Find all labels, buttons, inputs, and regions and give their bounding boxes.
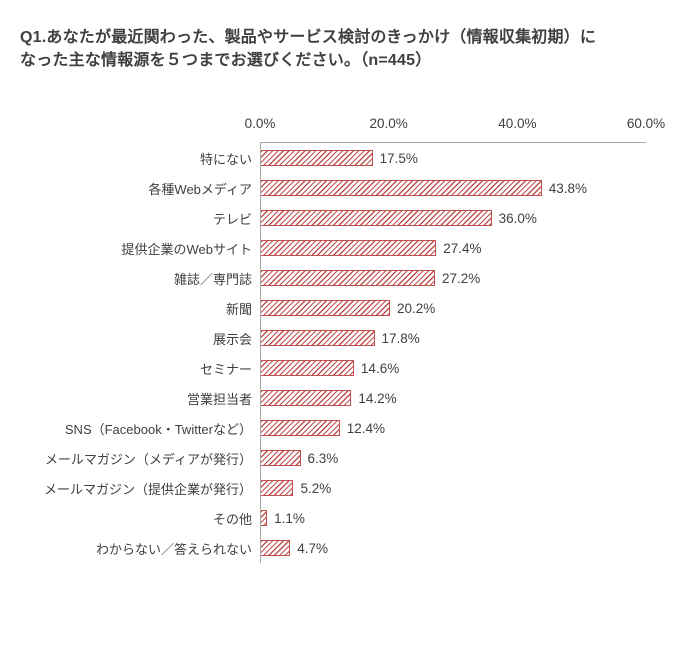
plot-area: 12.4% bbox=[260, 420, 646, 437]
bar bbox=[260, 480, 294, 497]
category-label: 営業担当者 bbox=[186, 391, 252, 407]
plot-area: 1.1% bbox=[260, 510, 646, 527]
x-axis-line bbox=[260, 142, 646, 144]
bar bbox=[260, 180, 542, 197]
chart-row: 展示会 17.8% bbox=[20, 323, 646, 353]
value-label: 12.4% bbox=[346, 420, 386, 436]
chart-row: SNS（Facebook・Twitterなど） 12.4% bbox=[20, 413, 646, 443]
category-label: 新聞 bbox=[225, 301, 252, 317]
category-label: 展示会 bbox=[212, 331, 252, 347]
value-label: 27.2% bbox=[441, 270, 481, 286]
value-label: 36.0% bbox=[498, 210, 537, 226]
chart-row: その他 1.1% bbox=[20, 503, 646, 533]
bar bbox=[260, 510, 268, 527]
plot-area: 27.4% bbox=[260, 240, 646, 257]
chart-title-line2: なった主な情報源を５つまでお選びください。（n=445） bbox=[20, 52, 432, 70]
plot-area: 43.8% bbox=[260, 180, 646, 197]
category-label: 各種Webメディア bbox=[148, 181, 252, 197]
plot-area: 6.3% bbox=[260, 450, 646, 467]
value-label: 5.2% bbox=[300, 480, 332, 496]
bar bbox=[260, 300, 390, 317]
plot-area: 14.6% bbox=[260, 360, 646, 377]
value-label: 4.7% bbox=[297, 540, 329, 556]
category-label: セミナー bbox=[199, 361, 252, 377]
bar-chart: 0.0% 20.0% 40.0% 60.0% 特にない 17.5% 各種Webメディア 43… bbox=[20, 116, 680, 564]
chart-row: セミナー 14.6% bbox=[20, 353, 646, 383]
plot-area: 20.2% bbox=[260, 300, 646, 317]
chart-row: 特にない 17.5% bbox=[20, 143, 646, 173]
value-label: 14.6% bbox=[360, 360, 400, 376]
category-label: メールマガジン（提供企業が発行） bbox=[43, 481, 252, 497]
bar bbox=[260, 360, 354, 377]
chart-row: テレビ 36.0% bbox=[20, 203, 646, 233]
chart-row: 提供企業のWebサイト 27.4% bbox=[20, 233, 646, 263]
y-axis-line bbox=[260, 143, 261, 564]
bar bbox=[260, 240, 437, 257]
category-label: メールマガジン（メディアが発行） bbox=[44, 451, 252, 467]
bar bbox=[260, 210, 492, 227]
chart-row: 各種Webメディア 43.8% bbox=[20, 173, 646, 203]
category-label: テレビ bbox=[212, 211, 252, 227]
plot-area: 17.5% bbox=[260, 150, 646, 167]
bar bbox=[260, 450, 301, 467]
bar bbox=[260, 540, 291, 557]
category-label: 提供企業のWebサイト bbox=[121, 241, 253, 257]
plot-area: 17.8% bbox=[260, 330, 646, 347]
bar bbox=[260, 270, 435, 287]
x-axis: 0.0% 20.0% 40.0% 60.0% bbox=[245, 116, 666, 142]
chart-rows: 特にない 17.5% 各種Webメディア 43.8% テレビ 36.0% 提供企業のWebサ… bbox=[20, 143, 646, 564]
chart-row: メールマガジン（メディアが発行） 6.3% bbox=[20, 443, 646, 473]
category-label: わからない／答えられない bbox=[95, 541, 252, 557]
value-label: 17.8% bbox=[381, 330, 420, 346]
bar bbox=[260, 420, 340, 437]
value-label: 6.3% bbox=[307, 450, 339, 466]
value-label: 27.4% bbox=[443, 240, 482, 256]
plot-area: 5.2% bbox=[260, 480, 646, 497]
chart-title-line1: Q1.あなたが最近関わった、製品やサービス検討のきっかけ（情報収集初期）に bbox=[20, 29, 597, 46]
x-tick-label: 20.0% bbox=[369, 116, 408, 132]
chart-title: Q1.あなたが最近関わった、製品やサービス検討のきっかけ（情報収集初期）に なっ… bbox=[20, 26, 680, 72]
chart-row: 営業担当者 14.2% bbox=[20, 383, 646, 413]
value-label: 17.5% bbox=[379, 150, 418, 166]
bar bbox=[260, 390, 352, 407]
chart-row: メールマガジン（提供企業が発行） 5.2% bbox=[20, 473, 646, 503]
category-label: その他 bbox=[212, 511, 252, 527]
chart-row: 新聞 20.2% bbox=[20, 293, 646, 323]
x-tick-label: 60.0% bbox=[626, 116, 666, 132]
bar bbox=[260, 150, 373, 167]
category-label: 特にない bbox=[199, 151, 252, 167]
plot-area: 36.0% bbox=[260, 210, 646, 227]
chart-row: 雑誌／専門誌 27.2% bbox=[20, 263, 646, 293]
value-label: 43.8% bbox=[548, 180, 588, 196]
plot-area: 14.2% bbox=[260, 390, 646, 407]
bar bbox=[260, 330, 375, 347]
value-label: 14.2% bbox=[358, 390, 397, 406]
x-tick-label: 40.0% bbox=[498, 116, 537, 132]
plot-area: 27.2% bbox=[260, 270, 646, 287]
chart-row: わからない／答えられない 4.7% bbox=[20, 533, 646, 563]
value-label: 1.1% bbox=[274, 510, 305, 526]
category-label: 雑誌／専門誌 bbox=[173, 271, 252, 287]
category-label: SNS（Facebook・Twitterなど） bbox=[64, 421, 252, 437]
x-tick-label: 0.0% bbox=[244, 116, 276, 132]
value-label: 20.2% bbox=[396, 300, 436, 316]
plot-area: 4.7% bbox=[260, 540, 646, 557]
